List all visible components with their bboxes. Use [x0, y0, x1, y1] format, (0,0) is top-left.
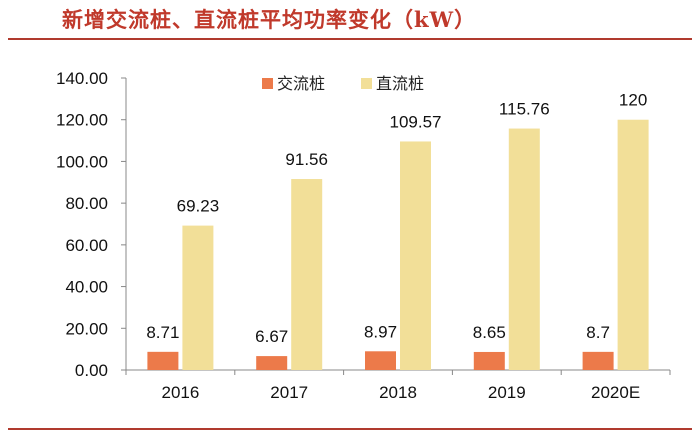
y-tick-label: 60.00: [65, 236, 108, 255]
y-tick-label: 0.00: [75, 361, 108, 380]
bottom-divider: [8, 428, 692, 430]
bar-ac: [365, 351, 396, 370]
legend-swatch: [361, 78, 372, 89]
chart-title: 新增交流桩、直流桩平均功率变化（kW）: [62, 7, 477, 32]
legend-label: 直流桩: [376, 74, 424, 93]
x-tick-label: 2016: [161, 383, 199, 402]
data-label: 8.65: [473, 323, 506, 342]
bar-ac: [582, 351, 614, 370]
title-divider: [8, 38, 692, 40]
bar-dc: [508, 128, 540, 370]
bars: [147, 119, 649, 370]
x-tick-label: 2017: [270, 383, 308, 402]
data-label: 120: [619, 91, 647, 110]
y-tick-label: 40.00: [65, 278, 108, 297]
legend-label: 交流桩: [277, 74, 325, 93]
y-axis: 0.00 20.00 40.00 60.00 80.00 100.00 120.00 140.…: [56, 69, 127, 380]
data-label: 8.97: [364, 322, 397, 341]
x-axis: 2016 2017 2018 2019 2020E: [125, 369, 671, 402]
bar-dc: [400, 141, 431, 370]
legend: 交流桩 直流桩: [262, 74, 424, 93]
data-label: 6.67: [255, 327, 288, 346]
y-tick-label: 100.00: [56, 152, 108, 171]
bar-ac: [473, 351, 505, 370]
bar-ac: [147, 351, 179, 370]
data-label: 115.76: [499, 100, 550, 119]
bar-dc: [291, 179, 323, 370]
y-tick-label: 20.00: [65, 319, 108, 338]
y-tick-label: 120.00: [56, 111, 108, 130]
data-label: 8.71: [146, 323, 179, 342]
y-tick-label: 80.00: [65, 194, 108, 213]
bar-ac: [256, 356, 288, 370]
x-tick-label: 2019: [488, 383, 526, 402]
data-label: 91.56: [285, 150, 328, 169]
data-label: 109.57: [390, 112, 442, 131]
data-labels: 8.71 6.67 8.97 8.65 8.7 69.23 91.56 109.57 115.7…: [146, 91, 647, 346]
y-tick-label: 140.00: [56, 69, 108, 88]
x-tick-label: 2020E: [591, 383, 640, 402]
legend-swatch: [262, 78, 273, 89]
x-tick-label: 2018: [379, 383, 417, 402]
bar-dc: [182, 225, 214, 370]
data-label: 8.7: [586, 323, 610, 342]
data-label: 69.23: [177, 197, 220, 216]
bar-dc: [617, 119, 649, 370]
